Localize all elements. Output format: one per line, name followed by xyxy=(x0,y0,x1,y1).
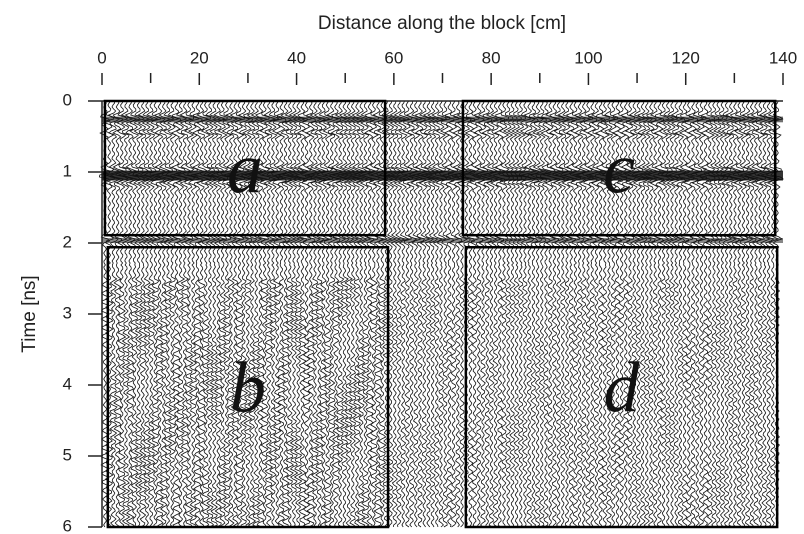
x-tick-label: 40 xyxy=(287,48,306,67)
trace xyxy=(173,100,188,528)
x-tick-label: 60 xyxy=(384,48,403,67)
x-tick-label: 20 xyxy=(190,48,209,67)
trace xyxy=(285,100,302,528)
y-tick-label: 0 xyxy=(63,90,72,109)
trace xyxy=(760,100,777,528)
reflection xyxy=(102,238,783,243)
region-box xyxy=(103,99,387,237)
reflection xyxy=(102,116,783,123)
y-tick-label: 3 xyxy=(63,303,72,322)
trace xyxy=(451,100,465,528)
region-label: d xyxy=(604,348,641,428)
trace xyxy=(411,100,428,528)
y-tick-label: 5 xyxy=(63,445,72,464)
region-label: b xyxy=(230,348,266,428)
trace xyxy=(581,100,594,528)
x-tick-label: 100 xyxy=(574,48,602,67)
region-label: a xyxy=(227,129,263,209)
region-label: c xyxy=(603,129,635,209)
y-tick-label: 6 xyxy=(63,516,72,534)
x-tick-label: 120 xyxy=(672,48,700,67)
x-tick-label: 140 xyxy=(769,48,797,67)
trace xyxy=(134,100,151,528)
trace xyxy=(720,100,734,528)
region-box xyxy=(106,246,390,529)
trace xyxy=(132,100,146,528)
trace xyxy=(193,100,210,528)
region-box xyxy=(464,246,779,529)
radargram-traces xyxy=(98,100,785,528)
strong-reflection xyxy=(102,170,783,181)
trace xyxy=(571,100,587,528)
y-tick-label: 4 xyxy=(63,374,72,393)
y-tick-label: 2 xyxy=(63,232,72,251)
trace xyxy=(715,100,729,528)
trace xyxy=(554,100,571,528)
trace xyxy=(202,100,218,528)
y-tick-label: 1 xyxy=(63,161,72,180)
x-tick-label: 80 xyxy=(482,48,501,67)
y-axis-title: Time [ns] xyxy=(19,275,40,352)
trace xyxy=(396,100,411,528)
x-tick-label: 0 xyxy=(97,48,106,67)
x-axis-title: Distance along the block [cm] xyxy=(318,13,566,34)
trace xyxy=(722,100,739,528)
region-box xyxy=(461,99,777,237)
trace xyxy=(482,101,500,528)
trace xyxy=(361,100,377,528)
trace xyxy=(442,100,457,528)
trace xyxy=(514,100,527,528)
trace xyxy=(170,100,183,528)
